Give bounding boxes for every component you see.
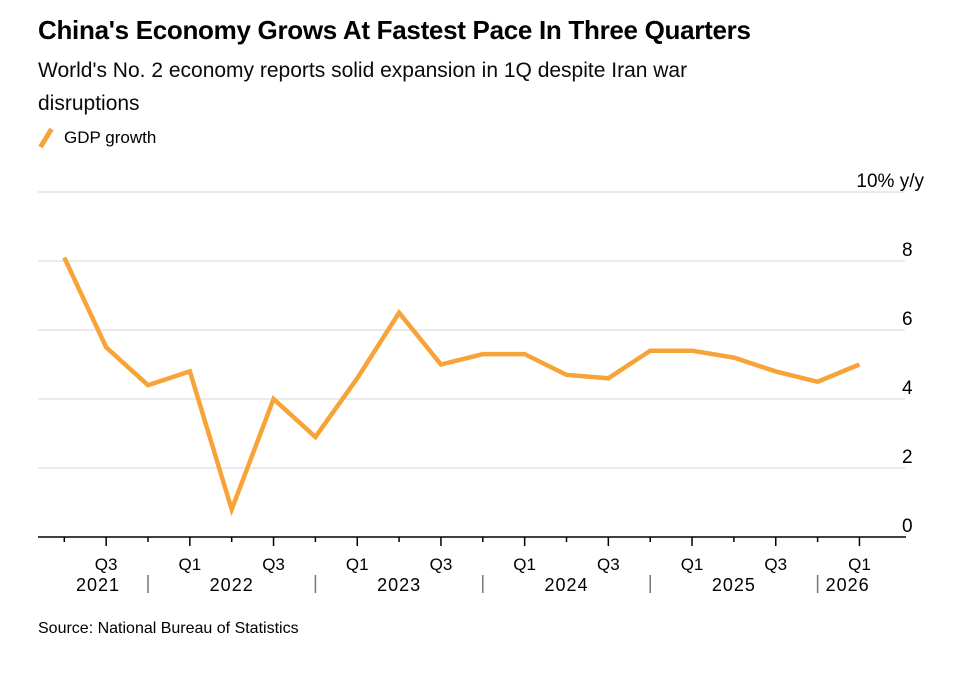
x-tick-label-Q3-2022: Q3 bbox=[262, 555, 285, 574]
y-axis-unit-label: 10% y/y bbox=[856, 171, 924, 192]
x-tick-label-Q3-2021: Q3 bbox=[95, 555, 118, 574]
legend: GDP growth bbox=[38, 127, 156, 149]
chart-title: China's Economy Grows At Fastest Pace In… bbox=[38, 15, 751, 45]
x-tick-label-Q1-2023: Q1 bbox=[346, 555, 369, 574]
y-axis-label-0: 0 bbox=[902, 516, 913, 537]
gdp-growth-line bbox=[62, 256, 861, 517]
x-tick-label-Q1-2024: Q1 bbox=[513, 555, 536, 574]
x-tick-label-Q3-2023: Q3 bbox=[430, 555, 453, 574]
year-label-2024: 2024 bbox=[544, 575, 588, 595]
source-note: Source: National Bureau of Statistics bbox=[38, 620, 299, 637]
x-tick-label-Q1-2022: Q1 bbox=[179, 555, 202, 574]
y-axis-label-6: 6 bbox=[902, 309, 913, 330]
legend-label: GDP growth bbox=[64, 128, 157, 147]
gdp-growth-legend-slash-icon bbox=[38, 127, 54, 149]
year-label-2021: 2021 bbox=[76, 575, 120, 595]
year-label-2022: 2022 bbox=[210, 575, 254, 595]
year-label-2023: 2023 bbox=[377, 575, 421, 595]
year-label-2026: 2026 bbox=[826, 575, 870, 595]
y-axis-label-4: 4 bbox=[902, 378, 913, 399]
y-axis-label-8: 8 bbox=[902, 240, 913, 261]
x-tick-label-Q3-2025: Q3 bbox=[764, 555, 787, 574]
chart-subtitle: World's No. 2 economy reports solid expa… bbox=[38, 59, 688, 115]
x-tick-label-Q3-2024: Q3 bbox=[597, 555, 620, 574]
year-label-2025: 2025 bbox=[712, 575, 756, 595]
x-tick-label-Q1-2026: Q1 bbox=[848, 555, 871, 574]
x-tick-label-Q1-2025: Q1 bbox=[681, 555, 704, 574]
y-axis-label-2: 2 bbox=[902, 447, 913, 468]
